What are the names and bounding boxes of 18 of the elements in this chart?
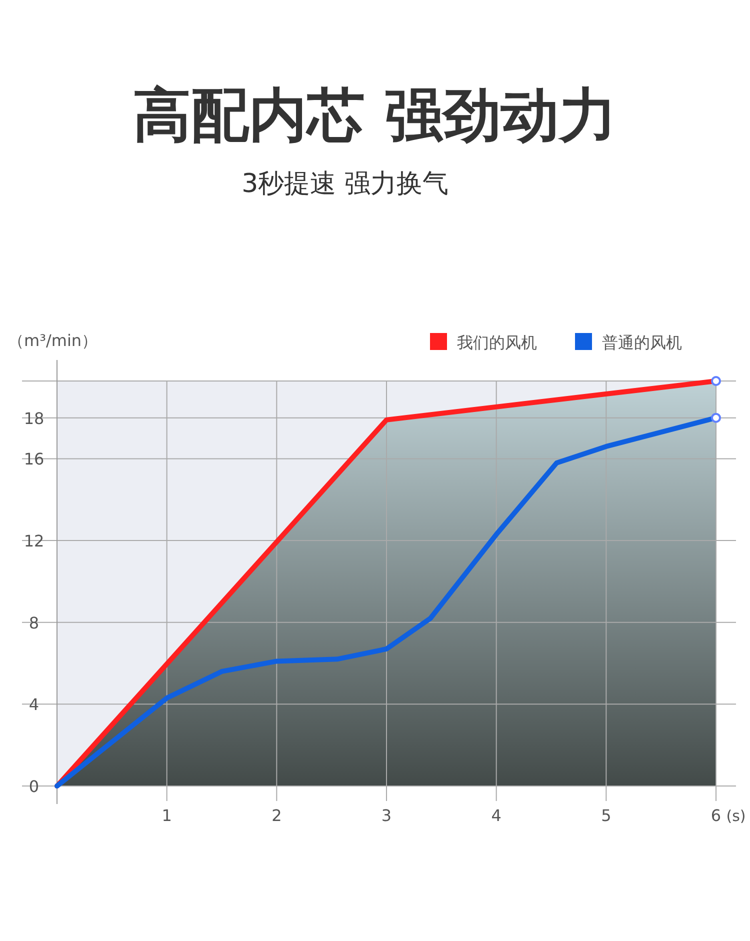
y-tick-label: 0 (28, 777, 40, 796)
x-axis-title: (s) (726, 807, 746, 825)
legend-label: 普通的风机 (602, 333, 682, 352)
y-axis-title: （m³/min） (8, 331, 98, 350)
y-tick-label: 12 (24, 532, 44, 551)
y-tick-label: 8 (28, 613, 40, 632)
x-tick-label: 1 (162, 806, 172, 825)
chart-subtitle: 3秒提速 强力换气 (242, 169, 448, 199)
y-tick-label: 4 (28, 695, 40, 714)
x-tick-label: 4 (491, 806, 502, 825)
x-tick-label: 2 (272, 806, 282, 825)
x-tick-label: 5 (601, 806, 612, 825)
legend-label: 我们的风机 (457, 333, 537, 352)
x-tick-label: 6 (710, 806, 722, 825)
chart-title: 高配内芯 强劲动力 (132, 81, 618, 149)
y-tick-label: 16 (24, 450, 44, 469)
x-tick-label: 3 (381, 806, 392, 825)
y-tick-label: 18 (24, 408, 44, 428)
